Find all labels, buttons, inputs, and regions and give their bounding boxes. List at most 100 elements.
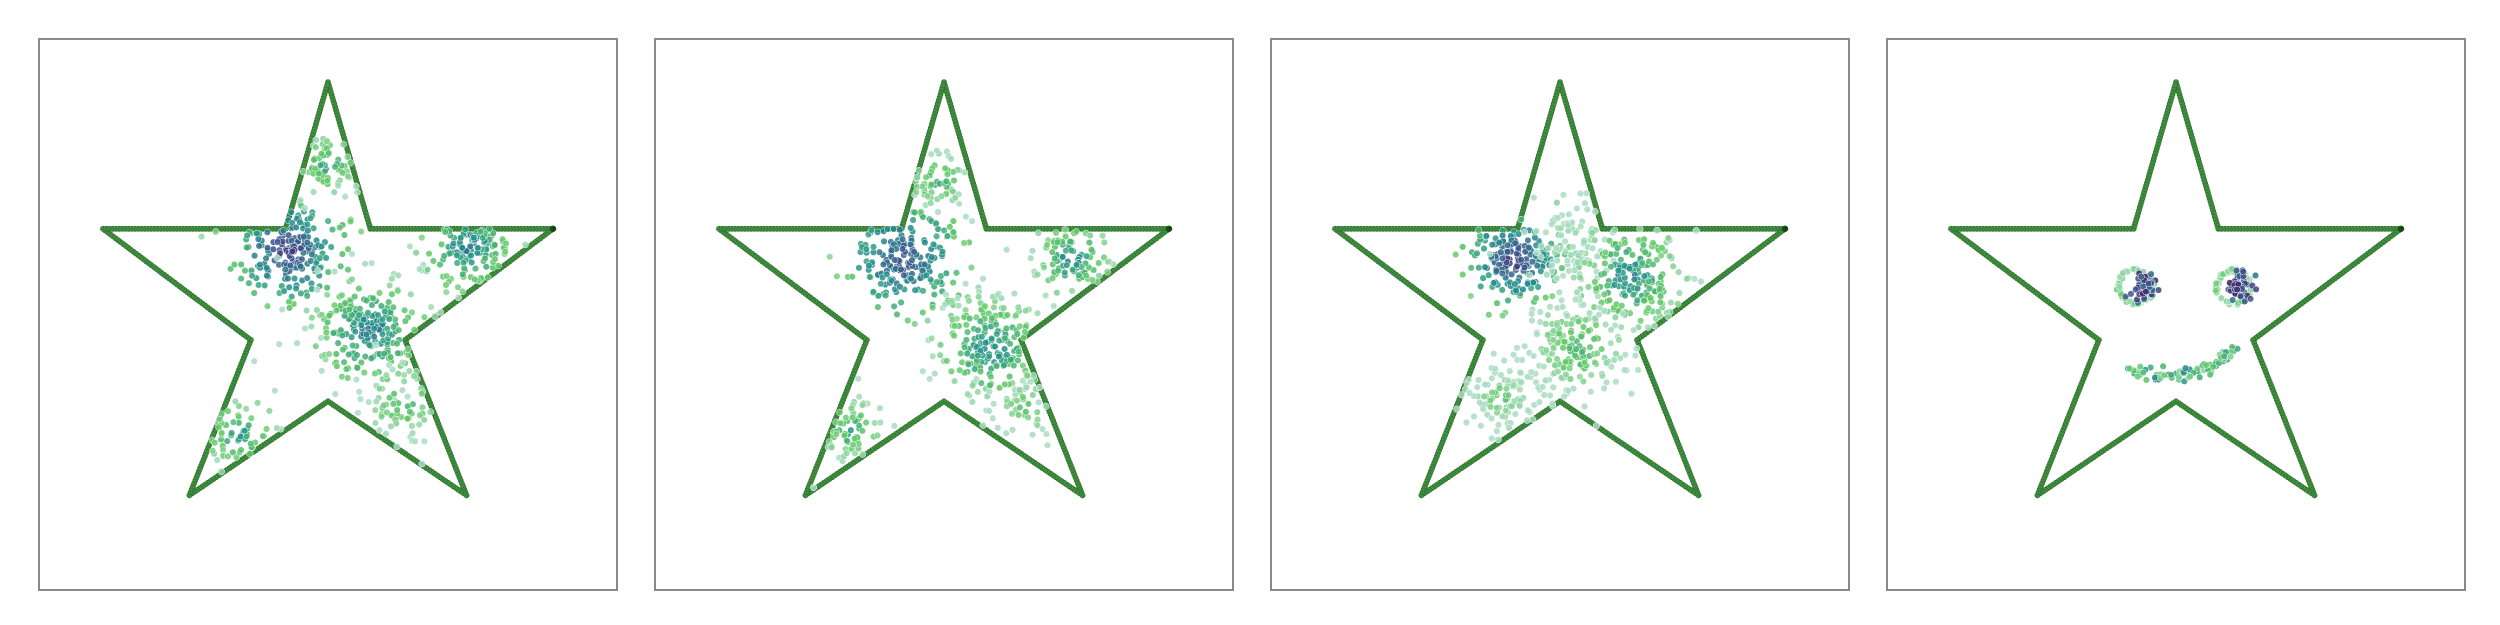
particle-point [1649, 260, 1657, 268]
particle-point [398, 358, 406, 367]
particle-point [1533, 330, 1541, 338]
particle-point [1602, 320, 1610, 329]
particle-point [322, 254, 330, 262]
particle-point [1536, 308, 1544, 316]
particle-point [1602, 359, 1610, 367]
particle-point [893, 310, 901, 318]
particle-point [1629, 291, 1637, 299]
particle-point [1511, 280, 1519, 288]
particle-point [1557, 231, 1565, 239]
particle-point [933, 232, 941, 240]
particle-point [312, 342, 320, 350]
particle-point [426, 408, 434, 416]
particle-point [1480, 245, 1488, 253]
particle-point [928, 253, 936, 261]
particle-point [1564, 221, 1572, 229]
particle-point [898, 235, 907, 243]
particle-point [265, 407, 273, 415]
particle-point [2126, 364, 2134, 373]
particle-point [1073, 261, 1081, 269]
particle-point [2212, 279, 2220, 287]
particle-point [934, 208, 942, 216]
particle-point [237, 260, 245, 269]
particle-point [1034, 229, 1042, 237]
particle-point [1519, 285, 1527, 294]
particle-point [1630, 326, 1638, 334]
particle-point [1517, 256, 1525, 264]
scatter-plot-3 [1270, 38, 1850, 591]
particle-point [1598, 345, 1606, 353]
particle-point [271, 387, 279, 395]
particle-point [1583, 205, 1591, 213]
particle-point [338, 291, 346, 299]
particle-point [479, 234, 487, 242]
particle-point [922, 173, 930, 181]
particle-point [332, 306, 340, 315]
particle-point [1576, 273, 1584, 281]
particle-point [338, 169, 347, 177]
panel-1 [38, 38, 618, 591]
particle-point [931, 370, 939, 378]
particle-point [874, 303, 882, 311]
particle-point [1515, 230, 1523, 238]
particle-point [1477, 422, 1485, 430]
particle-point [394, 271, 402, 279]
particle-point [1068, 287, 1076, 295]
particle-point [360, 369, 368, 377]
particle-point [324, 268, 332, 276]
particle-point [990, 303, 998, 311]
particle-point [429, 257, 437, 265]
star-boundary [1332, 79, 1789, 499]
particle-point [1607, 363, 1615, 371]
particle-point [308, 314, 316, 322]
particle-point [250, 289, 258, 297]
particle-point [1510, 381, 1518, 389]
particle-point [327, 243, 335, 251]
particle-point [374, 311, 382, 319]
particle-point [1553, 355, 1561, 363]
particle-point [877, 280, 885, 288]
plot-frame [1270, 38, 1850, 591]
particle-point [1488, 414, 1496, 422]
particle-point [1634, 366, 1642, 374]
particle-point [410, 372, 418, 380]
particle-point [1075, 271, 1083, 279]
particle-point [946, 223, 954, 231]
particle-point [245, 279, 253, 287]
particle-point [949, 228, 957, 236]
particle-point [232, 453, 241, 461]
particle-point [1466, 389, 1474, 397]
particle-point [1593, 349, 1601, 358]
particle-point [972, 375, 981, 383]
particle-point [1644, 323, 1652, 331]
particle-point [357, 321, 365, 329]
particle-point [1567, 328, 1575, 336]
particle-point [1579, 323, 1587, 331]
particle-point [1573, 288, 1581, 296]
particle-point [1559, 272, 1567, 280]
particle-point [1499, 254, 1507, 262]
particle-point [1621, 366, 1629, 374]
particle-point [927, 275, 935, 284]
particle-point [1535, 398, 1543, 406]
particle-point [312, 143, 320, 151]
particle-point [371, 419, 379, 427]
particle-point [241, 427, 249, 435]
particle-point [1601, 259, 1609, 267]
particle-point [1534, 283, 1542, 291]
particle-point [1088, 276, 1097, 284]
particle-point [436, 308, 444, 316]
particle-point [909, 216, 917, 224]
particle-point [1033, 309, 1042, 317]
particle-point [2167, 371, 2175, 379]
particle-point [1649, 239, 1657, 247]
particle-point [1049, 274, 1057, 282]
particle-point [303, 292, 311, 300]
particle-point [855, 422, 863, 430]
particle-point [1023, 372, 1031, 380]
particle-point [1453, 405, 1461, 413]
particle-point [1657, 252, 1665, 260]
particle-point [918, 182, 927, 190]
particle-point [1054, 238, 1062, 246]
particle-point [401, 317, 409, 325]
